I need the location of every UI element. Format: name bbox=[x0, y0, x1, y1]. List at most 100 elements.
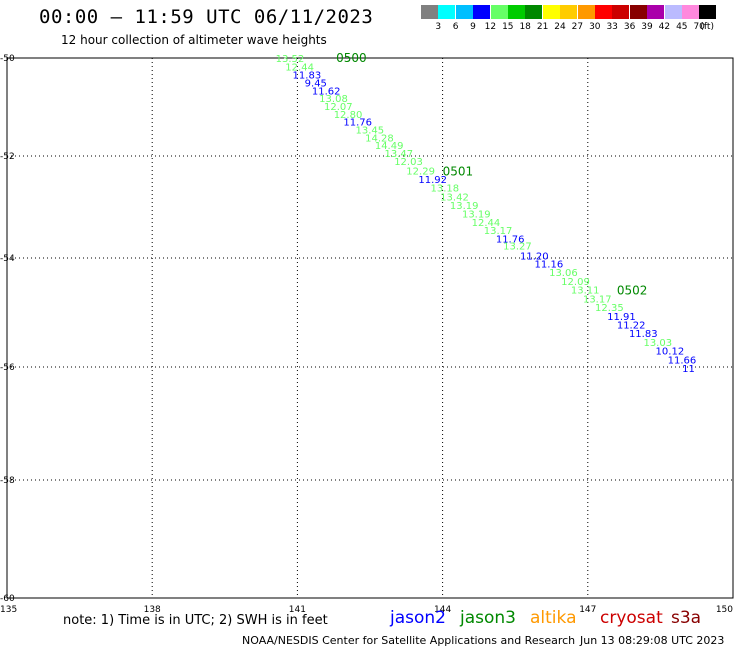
legend-jason3: jason3 bbox=[460, 608, 516, 628]
map-grid bbox=[7, 58, 733, 598]
page-title: 00:00 – 11:59 UTC 06/11/2023 bbox=[39, 6, 374, 28]
wave-height-point: 12.29 bbox=[406, 166, 435, 177]
latitude-tick-label: -54 bbox=[0, 254, 15, 264]
colorbar-swatch bbox=[455, 5, 473, 19]
colorbar-swatch bbox=[664, 5, 682, 19]
latitude-tick-label: -58 bbox=[0, 476, 15, 486]
wave-height-point: 12.35 bbox=[595, 303, 624, 314]
wave-height-point: 11.76 bbox=[496, 235, 525, 246]
colorbar-label: 15 bbox=[502, 22, 514, 32]
wave-height-point: 11.83 bbox=[293, 71, 322, 82]
wave-height-point: 11.22 bbox=[617, 320, 646, 331]
latitude-tick-label: -56 bbox=[0, 363, 15, 373]
wave-height-point: 12.44 bbox=[285, 62, 314, 73]
latitude-tick-label: -60 bbox=[0, 594, 15, 604]
colorbar-swatch bbox=[490, 5, 508, 19]
colorbar-label: 39 bbox=[641, 22, 653, 32]
colorbar-swatch bbox=[699, 5, 717, 19]
colorbar-swatch bbox=[560, 5, 578, 19]
colorbar-label: 70 bbox=[693, 22, 705, 32]
longitude-tick-label: 144 bbox=[434, 605, 451, 615]
legend-altika: altika bbox=[530, 608, 577, 628]
colorbar-label: 3 bbox=[435, 22, 442, 32]
legend-cryosat: cryosat bbox=[600, 608, 663, 628]
wave-height-point: 11.16 bbox=[535, 259, 564, 270]
colorbar-label: 21 bbox=[536, 22, 549, 32]
wave-height-point: 13.19 bbox=[450, 201, 479, 212]
wave-height-point: 13.45 bbox=[355, 126, 384, 137]
wave-height-point: 12.09 bbox=[561, 277, 590, 288]
credit-text: NOAA/NESDIS Center for Satellite Applica… bbox=[242, 634, 576, 647]
wave-height-point: 13.11 bbox=[571, 286, 600, 297]
wave-height-point: 12.80 bbox=[334, 110, 363, 121]
latitude-tick-label: -52 bbox=[0, 152, 15, 162]
page-subtitle: 12 hour collection of altimeter wave hei… bbox=[61, 33, 327, 47]
colorbar-label: 18 bbox=[519, 22, 531, 32]
wave-height-point: 11.76 bbox=[343, 118, 372, 129]
colorbar-label: 45 bbox=[676, 22, 688, 32]
colorbar-unit: (ft) bbox=[700, 22, 714, 32]
wave-height-point: 12.44 bbox=[472, 218, 501, 229]
map-axes bbox=[6, 57, 734, 599]
footer-note: note: 1) Time is in UTC; 2) SWH is in fe… bbox=[63, 613, 328, 628]
hour-label: 0502 bbox=[617, 284, 648, 298]
wave-height-point: 12.07 bbox=[324, 102, 353, 113]
legend-jason2: jason2 bbox=[390, 608, 446, 628]
wave-height-point: 9.45 bbox=[305, 79, 327, 90]
wave-height-point: 11.62 bbox=[312, 86, 341, 97]
colorbar-swatch bbox=[682, 5, 699, 19]
colorbar-swatch bbox=[473, 5, 491, 19]
colorbar-swatch bbox=[612, 5, 630, 19]
wave-height-point: 11.92 bbox=[418, 175, 447, 186]
wave-height-point: 14.49 bbox=[375, 141, 404, 152]
wave-height-point: 13.42 bbox=[440, 192, 469, 203]
wave-height-point: 13.47 bbox=[385, 149, 414, 160]
wave-height-point: 11.66 bbox=[668, 355, 697, 366]
wave-height-point: 14.28 bbox=[365, 133, 394, 144]
wave-height-point: 13.08 bbox=[319, 94, 348, 105]
wave-height-point: 11.20 bbox=[520, 251, 549, 262]
wave-height-point: 13.03 bbox=[643, 338, 672, 349]
colorbar-label: 36 bbox=[623, 22, 636, 32]
wave-height-point: 13.06 bbox=[549, 268, 578, 279]
legend-s3a: s3a bbox=[671, 608, 702, 628]
colorbar-swatch bbox=[508, 5, 525, 19]
wave-height-point: 13.17 bbox=[583, 294, 612, 305]
colorbar-label: 33 bbox=[606, 22, 618, 32]
wave-height-point: 13.52 bbox=[276, 54, 305, 65]
longitude-tick-label: 141 bbox=[289, 605, 306, 615]
map-frame bbox=[6, 57, 734, 599]
wave-height-point: 11.83 bbox=[629, 329, 658, 340]
longitude-tick-label: 147 bbox=[579, 605, 596, 615]
generated-timestamp: Jun 13 08:29:08 UTC 2023 bbox=[580, 634, 725, 647]
colorbar-swatch bbox=[438, 5, 456, 19]
colorbar-label: 24 bbox=[554, 22, 566, 32]
colorbar-label: 30 bbox=[589, 22, 601, 32]
colorbar-label: 42 bbox=[658, 22, 671, 32]
wave-height-point: 10.12 bbox=[656, 347, 685, 358]
wave-height-point: 13.17 bbox=[484, 226, 513, 237]
colorbar-label: 6 bbox=[452, 22, 459, 32]
colorbar-swatch bbox=[595, 5, 612, 19]
colorbar-swatch bbox=[647, 5, 665, 19]
colorbar-label: 12 bbox=[484, 22, 497, 32]
longitude-tick-label: 135 bbox=[0, 605, 17, 615]
longitude-tick-label: 138 bbox=[144, 605, 161, 615]
wave-height-point: 11.91 bbox=[607, 312, 636, 323]
colorbar-swatch bbox=[542, 5, 560, 19]
wave-height-point: 13.27 bbox=[503, 241, 532, 252]
hour-label: 0500 bbox=[336, 51, 367, 65]
wave-height-marks: 13.5212.4411.839.4511.6213.0812.0712.801… bbox=[276, 51, 697, 375]
colorbar-label: 27 bbox=[571, 22, 584, 32]
longitude-tick-label: 150 bbox=[716, 605, 733, 615]
colorbar-swatch bbox=[525, 5, 543, 19]
wave-height-point: 11 bbox=[682, 364, 695, 375]
colorbar-swatch bbox=[421, 5, 438, 19]
latitude-tick-label: -50 bbox=[0, 54, 15, 64]
colorbar-swatch bbox=[577, 5, 595, 19]
wave-height-point: 13.18 bbox=[431, 184, 460, 195]
wave-height-point: 13.19 bbox=[462, 210, 491, 221]
wave-height-point: 12.03 bbox=[394, 157, 423, 168]
hour-label: 0501 bbox=[443, 164, 474, 178]
